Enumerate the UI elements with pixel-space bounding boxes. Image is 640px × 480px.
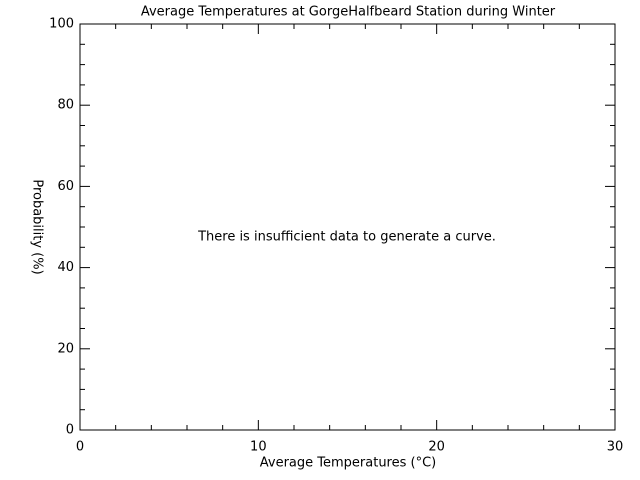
x-tick-label: 20 (428, 440, 445, 455)
x-axis-label: Average Temperatures (°C) (260, 456, 437, 471)
y-tick-label: 40 (57, 260, 74, 275)
y-tick-label: 0 (66, 423, 74, 438)
y-tick-label: 80 (57, 98, 74, 113)
y-axis-label: Probability (%) (30, 179, 45, 274)
y-tick-label: 60 (57, 179, 74, 194)
y-tick-label: 20 (57, 341, 74, 356)
y-tick-label: 100 (49, 17, 74, 32)
chart-title: Average Temperatures at GorgeHalfbeard S… (141, 5, 556, 20)
x-tick-label: 10 (250, 440, 267, 455)
annotation: There is insufficient data to generate a… (197, 230, 496, 245)
x-tick-label: 0 (76, 440, 84, 455)
x-tick-label: 30 (607, 440, 624, 455)
